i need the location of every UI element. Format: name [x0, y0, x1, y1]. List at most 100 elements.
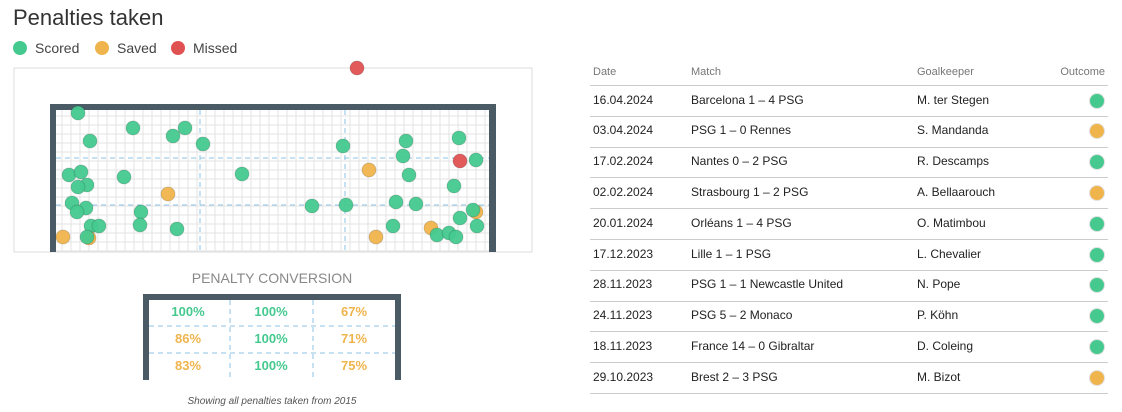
column-header: Outcome [1060, 66, 1105, 78]
map-frame [13, 67, 533, 253]
page-title: Penalties taken [13, 5, 164, 30]
table-cell: 28.11.2023 [593, 277, 653, 292]
shot-dot [125, 120, 141, 136]
conversion-cells: 100% 100% 67% 86% 100% 71% 83% 100% 75% [171, 304, 367, 373]
shots [55, 60, 485, 246]
conversion-cell: 100% [171, 304, 205, 319]
caption: Showing all penalties taken from 2015 [188, 396, 357, 407]
shot-dot [408, 196, 424, 212]
shot-dot [160, 186, 176, 202]
row-divider [590, 362, 1108, 363]
shot-dot [82, 133, 98, 149]
table-cell: Strasbourg 1 – 2 PSG [691, 184, 809, 199]
conversion-zone-lines [149, 300, 395, 380]
conversion-title: PENALTY CONVERSION [192, 270, 353, 286]
table-cell: S. Mandanda [917, 123, 989, 138]
conversion-cell: 71% [341, 331, 367, 346]
table-cell: 17.02.2024 [593, 154, 654, 169]
shot-dot [70, 105, 86, 121]
table-cell: Lille 1 – 1 PSG [691, 246, 772, 261]
table-cell: D. Coleing [917, 338, 974, 353]
shot-dot [70, 179, 86, 195]
table-cell: N. Pope [917, 277, 961, 292]
row-divider [590, 301, 1108, 302]
row-divider [590, 208, 1108, 209]
shot-dot [91, 218, 107, 234]
shot-dot [465, 202, 481, 218]
shot-dot [468, 152, 484, 168]
shot-dot [165, 128, 181, 144]
conversion-cell: 100% [254, 358, 288, 373]
goal-frame [50, 104, 496, 252]
legend-swatch [95, 41, 109, 55]
shot-dot [368, 229, 384, 245]
row-divider [590, 270, 1108, 271]
shot-dot [69, 204, 85, 220]
shot-dot [361, 162, 377, 178]
outcome-dot [1090, 247, 1104, 262]
conversion-goal [143, 294, 401, 380]
conversion-cell: 83% [175, 358, 201, 373]
table-cell: PSG 1 – 0 Rennes [691, 123, 792, 138]
penalty-map: PENALTY CONVERSION 100% 100% 67% 86% 100% 71%… [13, 60, 533, 407]
shot-dot [398, 133, 414, 149]
table-cell: 24.11.2023 [593, 308, 653, 323]
conversion-cell: 75% [341, 358, 367, 373]
outcome-dot [1090, 124, 1104, 139]
row-divider [590, 147, 1108, 148]
shot-dot [452, 153, 468, 169]
outcome-dot [1090, 278, 1104, 293]
column-header: Match [691, 66, 721, 78]
shot-dot [234, 166, 250, 182]
shot-dot [446, 178, 462, 194]
shot-dot [385, 218, 401, 234]
legend-label: Saved [117, 40, 157, 56]
shot-dot [55, 229, 71, 245]
outcome-dot [1090, 339, 1104, 354]
legend-swatch [171, 41, 185, 55]
table-cell: PSG 5 – 2 Monaco [691, 308, 793, 323]
table-cell: M. ter Stegen [917, 92, 990, 107]
shot-dot [401, 167, 417, 183]
table-cell: 02.02.2024 [593, 184, 654, 199]
shot-dot [395, 148, 411, 164]
outcome-dot [1090, 309, 1104, 324]
outcome-dot [1090, 155, 1104, 170]
row-divider [590, 331, 1108, 332]
shot-dot [304, 198, 320, 214]
row-divider [590, 85, 1108, 86]
outcome-dot [1090, 216, 1104, 231]
table-cell: Brest 2 – 3 PSG [691, 369, 778, 384]
table-cell: O. Matimbou [917, 215, 986, 230]
table-cell: Barcelona 1 – 4 PSG [691, 92, 804, 107]
outcome-dot [1090, 185, 1104, 200]
table-cell: R. Descamps [917, 154, 990, 169]
table-cell: 16.04.2024 [593, 92, 654, 107]
table-cell: 18.11.2023 [593, 338, 653, 353]
table-cell: 17.12.2023 [593, 246, 654, 261]
table-cell: PSG 1 – 1 Newcastle United [691, 277, 844, 292]
row-divider [590, 177, 1108, 178]
shot-dot [448, 229, 464, 245]
shot-dot [335, 138, 351, 154]
conversion-cell: 100% [254, 304, 288, 319]
legend-label: Missed [193, 40, 238, 56]
shot-dot [195, 136, 211, 152]
conversion-cell: 100% [254, 331, 288, 346]
legend-swatch [13, 41, 27, 55]
shot-dot [116, 169, 132, 185]
table-cell: 29.10.2023 [593, 369, 654, 384]
shot-dot [349, 60, 365, 76]
legend-label: Scored [35, 40, 80, 56]
table-cell: P. Köhn [917, 308, 959, 323]
shot-dot [73, 164, 89, 180]
shot-dot [388, 194, 404, 210]
table-cell: France 14 – 0 Gibraltar [691, 338, 815, 353]
table-cell: 03.04.2024 [593, 123, 654, 138]
shot-dot [133, 204, 149, 220]
shot-dot [169, 221, 185, 237]
shot-dot [132, 217, 148, 233]
shot-dot [452, 210, 468, 226]
table-cell: L. Chevalier [917, 246, 982, 261]
